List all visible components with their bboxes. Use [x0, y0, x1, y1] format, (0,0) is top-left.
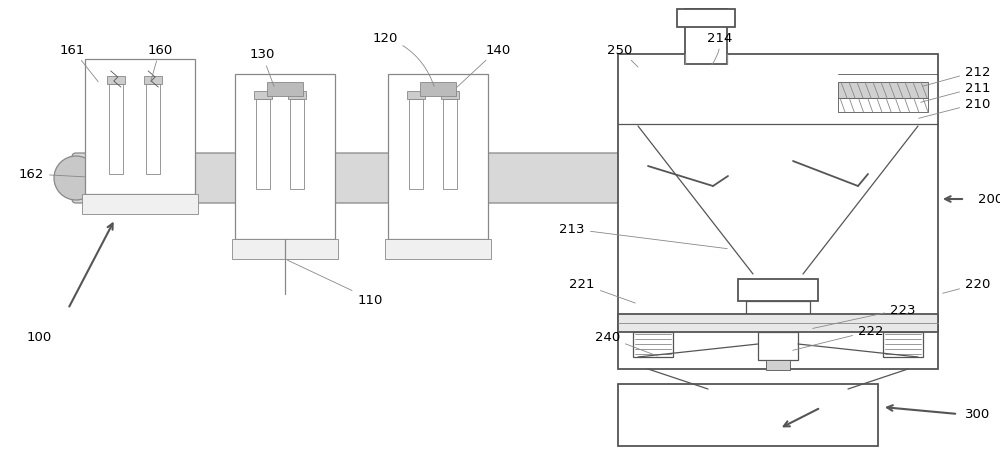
Bar [441, 92, 459, 100]
Text: 212: 212 [923, 65, 990, 87]
Bar [746, 301, 810, 316]
Bar [235, 75, 335, 239]
Bar [756, 316, 800, 326]
Bar [256, 100, 270, 189]
Text: 161: 161 [60, 43, 98, 83]
Bar [766, 360, 790, 370]
Bar [267, 83, 303, 97]
Text: 300: 300 [965, 408, 990, 421]
Bar [288, 92, 306, 100]
Bar [144, 77, 162, 85]
Bar [618, 55, 938, 369]
Bar [633, 332, 673, 357]
Bar [758, 332, 798, 360]
Bar [618, 314, 938, 332]
Text: 160: 160 [147, 43, 173, 82]
Bar [232, 239, 338, 259]
Bar [109, 85, 123, 175]
Bar [290, 100, 304, 189]
Circle shape [54, 156, 98, 201]
Bar [82, 194, 198, 215]
Bar [738, 279, 818, 301]
Text: 221: 221 [570, 278, 635, 304]
Text: 100: 100 [27, 331, 52, 344]
Bar [385, 239, 491, 259]
Bar [883, 332, 923, 357]
Text: 214: 214 [707, 32, 733, 66]
Text: 130: 130 [249, 48, 275, 87]
Bar [107, 77, 125, 85]
Text: 213: 213 [560, 223, 727, 249]
Text: 162: 162 [19, 168, 85, 181]
Text: 110: 110 [288, 261, 383, 306]
Bar [388, 75, 488, 239]
Text: 120: 120 [372, 32, 434, 87]
Text: 220: 220 [943, 278, 990, 294]
Text: 222: 222 [793, 325, 884, 350]
Text: 240: 240 [595, 331, 657, 356]
Text: 210: 210 [919, 97, 990, 119]
Bar [443, 100, 457, 189]
Text: 140: 140 [457, 43, 511, 88]
Bar [838, 99, 928, 113]
FancyBboxPatch shape [72, 154, 622, 203]
Bar [677, 10, 735, 28]
Bar [85, 60, 195, 194]
Text: 250: 250 [607, 43, 638, 68]
Bar [409, 100, 423, 189]
Text: 200: 200 [978, 193, 1000, 206]
Text: 211: 211 [921, 81, 990, 103]
Bar [146, 85, 160, 175]
Bar [420, 83, 456, 97]
Bar [685, 10, 727, 65]
Bar [618, 384, 878, 446]
Bar [407, 92, 425, 100]
Text: 223: 223 [813, 303, 916, 329]
Bar [838, 83, 928, 99]
Bar [254, 92, 272, 100]
